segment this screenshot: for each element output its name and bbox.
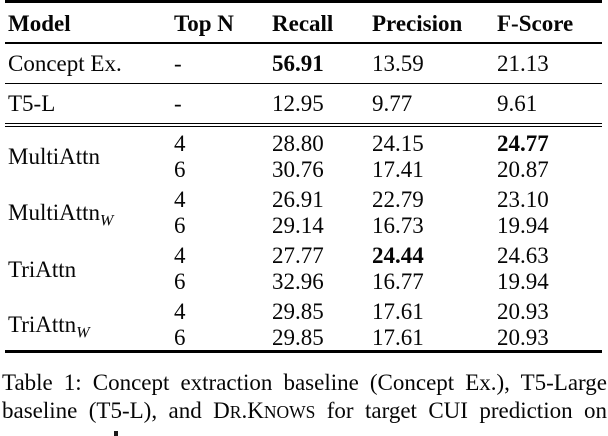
recall-value: 29.14 [272,212,324,238]
precision-value: 17.61 [372,299,424,325]
topn-value: 6 [174,269,186,295]
topn-value: 6 [174,324,186,350]
model-name: TriAttnW [8,312,90,342]
topn-value: 6 [174,156,186,182]
brand-drknows: D [213,398,230,423]
topn-value: 4 [174,186,186,212]
precision-value: 17.61 [372,324,424,350]
fscore-value: 20.87 [497,156,549,182]
table-row: TriAttnW 4 29.85 17.61 20.93 [5,295,602,341]
model-name: MultiAttnW [8,200,114,230]
model-name: Concept Ex. [5,42,171,84]
precision-value: 24.44 [372,243,424,269]
topn-value: 6 [174,212,186,238]
topn-value: - [171,83,269,127]
baseline-rows: Concept Ex. - 56.91 13.59 21.13 T5-L - 1… [5,42,602,127]
topn-value: 4 [174,299,186,325]
table-row: 6 30.76 17.41 20.87 [5,156,602,183]
table-row-concept-ex: Concept Ex. - 56.91 13.59 21.13 [5,42,602,84]
recall-value: 27.77 [272,243,324,269]
recall-value: 30.76 [272,156,324,182]
fscore-value: 24.63 [497,243,549,269]
col-header-precision: Precision [369,1,494,44]
col-header-fscore: F-Score [494,1,602,44]
precision-value: 22.79 [372,186,424,212]
clipped-caption-line-fragment [114,431,118,436]
fscore-value: 19.94 [497,269,549,295]
fscore-value: 19.94 [497,212,549,238]
model-name: T5-L [5,83,171,127]
table-row: 6 29.85 17.61 20.93 [5,325,602,352]
recall-value: 26.91 [272,186,324,212]
model-group-multiattn: MultiAttn 4 28.80 24.15 24.77 6 30.76 17… [5,125,602,183]
table-caption: Table 1: Concept extraction baseline (Co… [2,369,607,426]
model-group-multiattn-w: MultiAttnW 4 26.91 22.79 23.10 6 29.14 1… [5,183,602,239]
recall-value: 12.95 [269,83,369,127]
col-header-recall: Recall [269,1,369,44]
model-name: TriAttn [8,256,77,282]
fscore-value: 23.10 [497,186,549,212]
model-subscript: W [76,324,90,342]
recall-value: 56.91 [269,42,369,84]
model-group-triattn: TriAttn 4 27.77 24.44 24.63 6 32.96 16.7… [5,239,602,295]
precision-value: 24.15 [372,130,424,156]
recall-value: 32.96 [272,269,324,295]
precision-value: 16.73 [372,212,424,238]
table-row: MultiAttn 4 28.80 24.15 24.77 [5,125,602,170]
table-header: Model Top N Recall Precision F-Score [5,1,602,44]
table-row: 6 32.96 16.77 19.94 [5,268,602,295]
recall-value: 28.80 [272,130,324,156]
recall-value: 29.85 [272,299,324,325]
table-row: 6 29.14 16.73 19.94 [5,212,602,239]
table-row-t5l: T5-L - 12.95 9.77 9.61 [5,83,602,127]
topn-value: - [171,42,269,84]
caption-line-2: baseline (T5-L), and DR.KNOWS for target… [2,398,607,423]
precision-value: 17.41 [372,156,424,182]
model-group-triattn-w: TriAttnW 4 29.85 17.61 20.93 6 29.85 17.… [5,295,602,351]
table-row: MultiAttnW 4 26.91 22.79 23.10 [5,183,602,230]
fscore-value: 9.61 [494,83,602,127]
col-header-topn: Top N [171,1,269,44]
precision-value: 16.77 [372,269,424,295]
recall-value: 29.85 [272,324,324,350]
fscore-value: 24.77 [497,130,549,156]
precision-value: 13.59 [369,42,494,84]
topn-value: 4 [174,243,186,269]
col-header-model: Model [5,1,171,44]
precision-value: 9.77 [369,83,494,127]
model-subscript: W [100,212,114,230]
topn-value: 4 [174,130,186,156]
fscore-value: 21.13 [494,42,602,84]
model-name: MultiAttn [8,144,101,169]
caption-line-1: Table 1: Concept extraction baseline (Co… [2,370,607,395]
fscore-value: 20.93 [497,324,549,350]
fscore-value: 20.93 [497,299,549,325]
header-row: Model Top N Recall Precision F-Score [5,1,602,44]
table-row: TriAttn 4 27.77 24.44 24.63 [5,239,602,282]
results-table: Model Top N Recall Precision F-Score Con… [5,0,602,354]
